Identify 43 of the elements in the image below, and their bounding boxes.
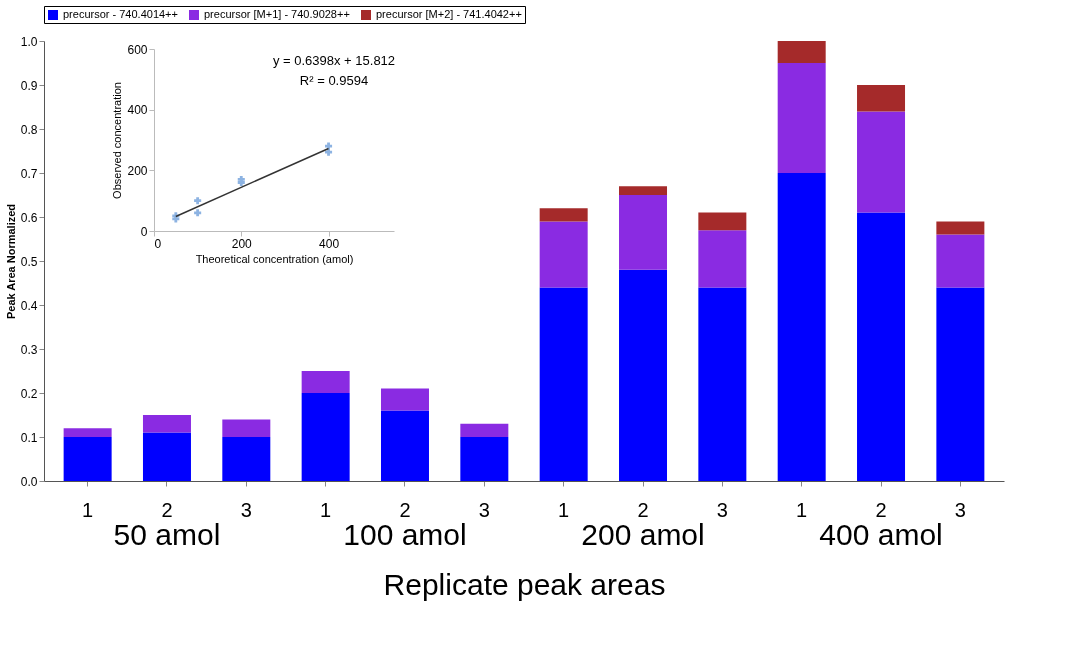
x-tick-label: 1 bbox=[82, 498, 94, 521]
x-tick-label: 2 bbox=[637, 498, 649, 521]
text: 400 amol bbox=[819, 518, 943, 551]
y-tick-label: 0.1 bbox=[20, 430, 38, 445]
x-tick-label: 1 bbox=[796, 498, 808, 521]
legend-label: precursor [M+1] - 740.9028++ bbox=[204, 8, 350, 20]
y-tick-label: 1.0 bbox=[20, 34, 38, 49]
legend-label: precursor - 740.4014++ bbox=[63, 8, 178, 20]
x-tick-label: 0 bbox=[154, 236, 162, 251]
text: 200 amol bbox=[581, 518, 705, 551]
y-tick-label: 0.7 bbox=[20, 166, 38, 181]
x-tick-label: 1 bbox=[320, 498, 332, 521]
annotation: R² = 0.9594 bbox=[299, 73, 369, 88]
y-tick-label: 0.3 bbox=[20, 342, 38, 357]
y-tick-label: 0.4 bbox=[20, 298, 38, 313]
y-tick-label: 600 bbox=[127, 42, 148, 57]
y-tick-label: 0.9 bbox=[20, 78, 38, 93]
y-tick-label: 0.2 bbox=[20, 386, 38, 401]
x-tick-label: 2 bbox=[399, 498, 411, 521]
y-tick-label: 400 bbox=[127, 103, 148, 118]
x-tick-label: 3 bbox=[954, 498, 966, 521]
x-tick-label: 1 bbox=[558, 498, 570, 521]
y-axis-title: Observed concentration bbox=[111, 82, 124, 199]
legend-label: precursor [M+2] - 741.4042++ bbox=[376, 8, 522, 20]
x-tick-label: 3 bbox=[478, 498, 490, 521]
x-tick-label: 400 bbox=[319, 236, 340, 251]
x-axis-title: Theoretical concentration (amol) bbox=[195, 252, 354, 265]
x-tick-label: 2 bbox=[875, 498, 887, 521]
text: 100 amol bbox=[343, 518, 467, 551]
y-tick-label: 0.6 bbox=[20, 210, 38, 225]
x-tick-label: 2 bbox=[161, 498, 173, 521]
text: 50 amol bbox=[113, 518, 221, 551]
y-tick-label: 0.5 bbox=[20, 254, 38, 269]
x-tick-label: 200 bbox=[231, 236, 253, 251]
x-axis-title: Replicate peak areas bbox=[383, 567, 666, 601]
y-tick-label: 200 bbox=[127, 163, 148, 178]
x-tick-label: 3 bbox=[716, 498, 728, 521]
y-tick-label: 0 bbox=[140, 224, 148, 239]
y-axis-title: Peak Area Normalized bbox=[4, 203, 17, 320]
y-tick-label: 0.8 bbox=[20, 122, 38, 137]
annotation: y = 0.6398x + 15.812 bbox=[272, 53, 396, 68]
y-tick-label: 0.0 bbox=[20, 474, 38, 489]
x-tick-label: 3 bbox=[240, 498, 252, 521]
